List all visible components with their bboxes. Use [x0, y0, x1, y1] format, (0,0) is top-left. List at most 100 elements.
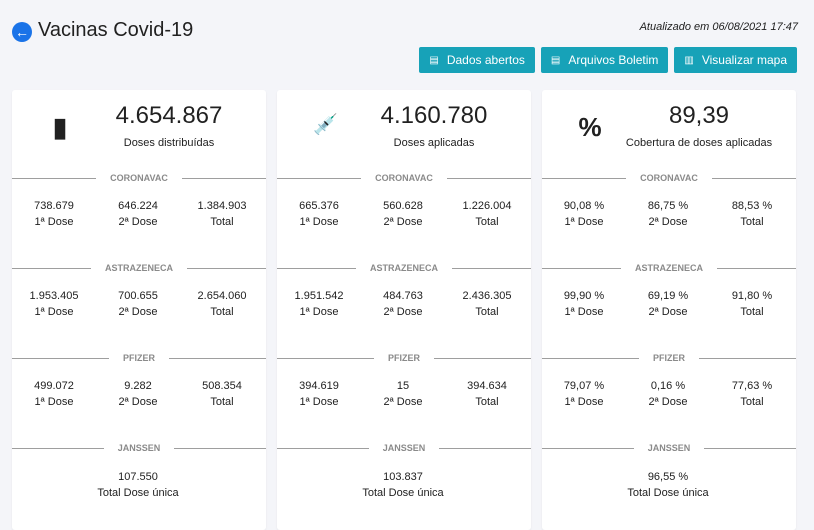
card-total-label: Doses aplicadas — [393, 137, 475, 149]
dose-value: 15 — [396, 380, 410, 392]
dose-cell: 1.226.004 Total — [445, 198, 529, 230]
stat-card: % 89,39 Cobertura de doses aplicadas CORO… — [542, 90, 796, 530]
card-total-label: Cobertura de doses aplicadas — [625, 137, 773, 149]
card-total-label: Doses distribuídas — [123, 137, 215, 149]
dose-label: 1ª Dose — [564, 306, 604, 318]
dose-label: 2ª Dose — [383, 306, 423, 318]
dose-value: 103.837 — [383, 471, 423, 483]
dose-value: 79,07 % — [563, 380, 605, 392]
section-label: CORONAVAC — [626, 171, 712, 185]
dose-label: Total — [210, 396, 234, 408]
dose-label: 1ª Dose — [299, 216, 339, 228]
section-label: PFIZER — [373, 351, 434, 365]
section-label: PFIZER — [108, 351, 169, 365]
button-label: Dados abertos — [446, 53, 525, 67]
dose-value: 646.224 — [118, 200, 158, 212]
dose-cell: 1.951.542 1ª Dose — [277, 288, 361, 320]
updated-timestamp: Atualizado em 06/08/2021 17:47 — [639, 21, 798, 33]
section-label: CORONAVAC — [96, 171, 182, 185]
dose-value: 394.619 — [299, 380, 339, 392]
dose-row: 738.679 1ª Dose 646.224 2ª Dose 1.384.903 Tot… — [12, 198, 266, 230]
excel-file-icon: ▤ — [429, 54, 439, 66]
dose-cell: 1.953.405 1ª Dose — [12, 288, 96, 320]
dose-label: Total Dose única — [627, 487, 709, 499]
dose-value: 1.951.542 — [294, 290, 344, 302]
dose-cell: 499.072 1ª Dose — [12, 378, 96, 410]
dose-cell: 79,07 % 1ª Dose — [542, 378, 626, 410]
dose-cell: 484.763 2ª Dose — [361, 288, 445, 320]
arrow-left-icon: ← — [15, 24, 29, 40]
dose-cell: 69,19 % 2ª Dose — [626, 288, 710, 320]
section-header: JANSSEN — [542, 441, 796, 455]
section-label: CORONAVAC — [361, 171, 447, 185]
dose-row: 499.072 1ª Dose 9.282 2ª Dose 508.354 Total — [12, 378, 266, 410]
dose-label: 2ª Dose — [648, 306, 688, 318]
button-label: Arquivos Boletim — [568, 53, 659, 67]
dose-value: 665.376 — [299, 200, 339, 212]
section-header: ASTRAZENECA — [12, 261, 266, 275]
arquivos-boletim-button[interactable]: ▤ Arquivos Boletim — [540, 47, 669, 73]
dose-value: 394.634 — [467, 380, 507, 392]
dose-row: 1.951.542 1ª Dose 484.763 2ª Dose 2.436.305 T… — [277, 288, 531, 320]
dose-label: 2ª Dose — [648, 216, 688, 228]
back-button[interactable]: ← — [12, 22, 32, 42]
dose-label: 2ª Dose — [118, 216, 158, 228]
dose-value: 90,08 % — [563, 200, 605, 212]
dose-label: Total — [210, 216, 234, 228]
dose-cell: 738.679 1ª Dose — [12, 198, 96, 230]
dose-row: 99,90 % 1ª Dose 69,19 % 2ª Dose 91,80 % Total — [542, 288, 796, 320]
stat-card: 💉 4.160.780 Doses aplicadas CORONAVAC 665… — [277, 90, 531, 530]
dados-abertos-button[interactable]: ▤ Dados abertos — [419, 47, 535, 73]
section-header: JANSSEN — [277, 441, 531, 455]
visualizar-mapa-button[interactable]: ▥ Visualizar mapa — [674, 47, 797, 73]
section-label: JANSSEN — [368, 441, 440, 455]
dose-label: 1ª Dose — [299, 396, 339, 408]
excel-file-icon: ▤ — [550, 54, 561, 66]
dose-label: Total — [475, 306, 499, 318]
dose-value: 499.072 — [34, 380, 74, 392]
dose-value: 0,16 % — [650, 380, 686, 392]
dose-row: 79,07 % 1ª Dose 0,16 % 2ª Dose 77,63 % Total — [542, 378, 796, 410]
dose-label: Total — [740, 396, 764, 408]
percent-icon: % — [578, 112, 602, 142]
section-header: CORONAVAC — [542, 171, 796, 185]
section-label: ASTRAZENECA — [620, 261, 717, 275]
section-label: ASTRAZENECA — [90, 261, 187, 275]
dose-row: 1.953.405 1ª Dose 700.655 2ª Dose 2.654.060 T… — [12, 288, 266, 320]
dose-row: 90,08 % 1ª Dose 86,75 % 2ª Dose 88,53 % Total — [542, 198, 796, 230]
section-label: PFIZER — [638, 351, 699, 365]
dose-label: 1ª Dose — [299, 306, 339, 318]
dose-value: 91,80 % — [731, 290, 773, 302]
dose-label: Total — [475, 216, 499, 228]
dose-cell: 1.384.903 Total — [180, 198, 264, 230]
dose-label: 1ª Dose — [34, 306, 74, 318]
dose-label: 2ª Dose — [383, 396, 423, 408]
dose-cell: 91,80 % Total — [710, 288, 794, 320]
vial-icon: ▮ — [52, 112, 68, 142]
dose-row: 107.550 Total Dose única — [12, 469, 266, 501]
dose-label: 2ª Dose — [383, 216, 423, 228]
dose-value: 107.550 — [118, 471, 158, 483]
section-header: ASTRAZENECA — [542, 261, 796, 275]
section-header: PFIZER — [542, 351, 796, 365]
dose-cell: 508.354 Total — [180, 378, 264, 410]
dose-cell: 15 2ª Dose — [361, 378, 445, 410]
dose-row: 394.619 1ª Dose 15 2ª Dose 394.634 Total — [277, 378, 531, 410]
dose-label: 2ª Dose — [118, 396, 158, 408]
dose-cell: 77,63 % Total — [710, 378, 794, 410]
dose-cell: 2.436.305 Total — [445, 288, 529, 320]
dose-cell: 394.634 Total — [445, 378, 529, 410]
dose-label: 1ª Dose — [564, 396, 604, 408]
dose-label: Total — [210, 306, 234, 318]
dose-label: 1ª Dose — [34, 216, 74, 228]
section-header: PFIZER — [277, 351, 531, 365]
dose-value: 508.354 — [202, 380, 242, 392]
section-header: PFIZER — [12, 351, 266, 365]
section-label: JANSSEN — [103, 441, 175, 455]
dose-value: 484.763 — [383, 290, 423, 302]
dose-value: 77,63 % — [731, 380, 773, 392]
section-header: CORONAVAC — [12, 171, 266, 185]
dose-cell: 107.550 Total Dose única — [12, 469, 264, 501]
button-label: Visualizar mapa — [701, 53, 787, 67]
page-title: Vacinas Covid-19 — [38, 19, 194, 41]
